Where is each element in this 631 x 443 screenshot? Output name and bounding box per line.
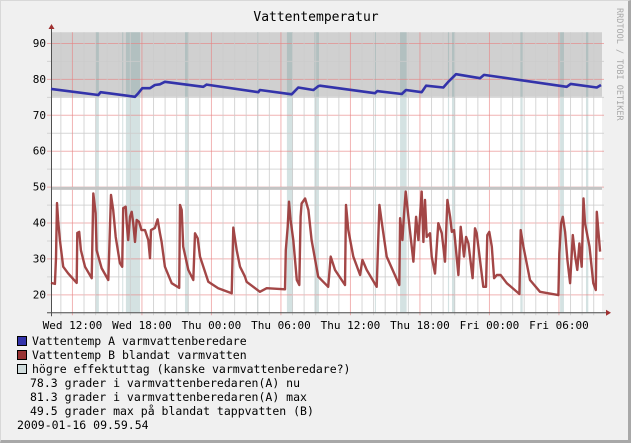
y-tick-label: 30 <box>33 252 46 265</box>
comment-current: 78.3 grader i varmvattenberedaren(A) nu <box>30 376 301 390</box>
high-usage-band <box>400 32 407 313</box>
x-tick-label: Thu 18:00 <box>390 319 450 332</box>
legend-label: Vattentemp B blandat varmvatten <box>32 348 247 362</box>
high-usage-band <box>560 32 564 313</box>
y-tick-label: 60 <box>33 145 46 158</box>
legend-swatch-a <box>17 336 27 346</box>
high-usage-band <box>286 32 293 313</box>
high-usage-band <box>585 32 589 313</box>
legend-label: Vattentemp A varmvattenberedare <box>32 334 247 348</box>
x-tick-label: Wed 18:00 <box>112 319 172 332</box>
high-usage-band <box>125 32 141 313</box>
y-tick-label: 70 <box>33 109 46 122</box>
legend-item-bands: högre effektuttag (kanske varmvattenbere… <box>17 362 351 376</box>
high-usage-band <box>95 32 99 313</box>
x-tick-label: Fri 00:00 <box>460 319 520 332</box>
high-usage-band <box>122 32 124 313</box>
timestamp: 2009-01-16 09.59.54 <box>17 418 149 432</box>
high-usage-band <box>374 32 376 313</box>
high-usage-band <box>520 32 523 313</box>
high-usage-band <box>314 32 319 313</box>
legend-item-b: Vattentemp B blandat varmvatten <box>17 348 351 362</box>
legend-label: högre effektuttag (kanske varmvattenbere… <box>32 362 351 376</box>
high-usage-band <box>447 32 450 313</box>
y-axis-arrow-icon <box>48 24 55 29</box>
legend: Vattentemp A varmvattenberedare Vattente… <box>17 334 351 432</box>
x-tick-label: Thu 06:00 <box>251 319 311 332</box>
x-tick-label: Thu 00:00 <box>182 319 242 332</box>
y-tick-label: 50 <box>33 181 46 194</box>
series-line-a <box>50 72 602 99</box>
y-tick-label: 90 <box>33 37 46 50</box>
comment-max-b: 49.5 grader max på blandat tappvatten (B… <box>30 404 314 418</box>
legend-swatch-bands <box>17 364 27 374</box>
high-usage-band <box>451 32 456 313</box>
series-line-b <box>50 190 602 297</box>
comment-max-a: 81.3 grader i varmvattenberedaren(A) max <box>30 390 307 404</box>
x-tick-label: Wed 12:00 <box>43 319 103 332</box>
y-tick-label: 80 <box>33 73 46 86</box>
y-tick-label: 20 <box>33 288 46 301</box>
x-tick-label: Thu 12:00 <box>321 319 381 332</box>
x-axis-arrow-icon <box>606 309 611 316</box>
chart-title: Vattentemperatur <box>253 10 378 25</box>
high-usage-band <box>184 32 189 313</box>
legend-swatch-b <box>17 350 27 360</box>
y-tick-label: 40 <box>33 217 46 230</box>
watermark: RRDTOOL / TOBI OETIKER <box>614 8 624 121</box>
x-tick-label: Fri 06:00 <box>529 319 589 332</box>
legend-item-a: Vattentemp A varmvattenberedare <box>17 334 351 348</box>
